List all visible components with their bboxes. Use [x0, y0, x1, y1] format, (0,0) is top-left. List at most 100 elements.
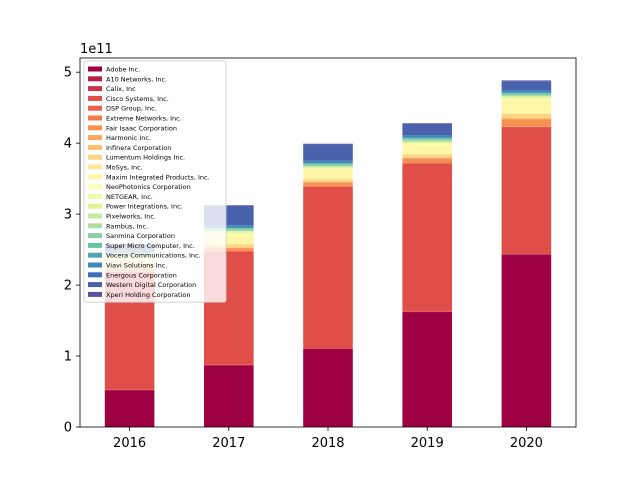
legend-swatch — [88, 164, 102, 170]
bar-segment-2019-11 — [402, 144, 452, 155]
bar-segment-2018-22 — [303, 144, 353, 161]
legend-entry-label: Fair Isaac Corporation — [106, 124, 177, 132]
bar-segment-2020-0 — [501, 254, 552, 427]
legend-entry-label: A10 Networks, Inc. — [106, 75, 167, 83]
x-tick-label: 2017 — [212, 436, 245, 451]
y-axis-offset-label: 1e11 — [80, 42, 113, 57]
bar-segment-2020-19 — [501, 92, 552, 94]
legend-entry-label: Maxim Integrated Products, Inc. — [106, 173, 210, 181]
bar-segment-2017-9 — [204, 244, 254, 248]
legend-swatch — [88, 95, 102, 101]
legend-entry-label: Calix, Inc — [106, 85, 136, 93]
legend-entry-label: Cisco Systems, Inc. — [106, 95, 169, 103]
legend-entry-label: Xperi Holding Corporation — [106, 291, 190, 299]
y-tick-label: 2 — [64, 279, 72, 294]
legend-entry-label: Sanmina Corporation — [106, 232, 175, 240]
legend-swatch — [88, 203, 102, 209]
legend-swatch — [88, 86, 102, 92]
bar-segment-2018-11 — [303, 169, 353, 180]
legend-swatch — [88, 213, 102, 219]
bar-segment-2017-8 — [204, 247, 254, 248]
legend-entry-label: Infinera Corporation — [106, 144, 171, 152]
bar-segment-2018-23 — [303, 143, 353, 145]
legend: Adobe Inc.A10 Networks, Inc. Calix, Inc Ci… — [83, 60, 227, 303]
bars-layer — [104, 80, 552, 427]
bar-segment-2018-20 — [303, 160, 353, 164]
bar-segment-2020-23 — [501, 80, 552, 82]
bar-segment-2020-20 — [501, 90, 552, 93]
bar-segment-2018-13 — [303, 168, 353, 170]
legend-entry-label: DSP Group, Inc. — [106, 105, 157, 113]
x-tick-label: 2016 — [113, 436, 146, 451]
y-tick-label: 0 — [64, 421, 72, 436]
bar-segment-2017-17 — [204, 228, 254, 231]
bar-segment-2018-17 — [303, 164, 353, 166]
legend-swatch — [88, 252, 102, 258]
legend-box — [83, 60, 227, 303]
bar-segment-2020-3 — [501, 127, 552, 255]
legend-swatch — [88, 154, 102, 160]
legend-swatch — [88, 262, 102, 268]
bar-segment-2018-3 — [303, 186, 353, 349]
legend-entry-label: NETGEAR, Inc. — [106, 193, 153, 201]
bar-segment-2020-11 — [501, 99, 552, 114]
bar-segment-2020-17 — [501, 93, 552, 96]
y-axis: 0 1 2 3 4 5 — [64, 66, 80, 436]
x-tick-label: 2018 — [311, 436, 344, 451]
legend-entry-label: Energous Corporation — [106, 271, 177, 279]
legend-entry-label: Extreme Networks, Inc. — [106, 115, 182, 123]
y-tick-label: 5 — [64, 66, 72, 81]
bar-segment-2020-18 — [501, 93, 552, 94]
bar-segment-2017-18 — [204, 228, 254, 229]
legend-entry-label: MoSys, Inc. — [106, 164, 143, 172]
bar-segment-2019-14 — [402, 141, 452, 144]
bar-segment-2020-16 — [501, 95, 552, 97]
legend-swatch — [88, 282, 102, 288]
bar-segment-2019-0 — [402, 312, 452, 427]
legend-entry-label: Viavi Solutions Inc. — [106, 262, 167, 270]
legend-swatch — [88, 291, 102, 297]
y-tick-label: 1 — [64, 350, 72, 365]
bar-segment-2017-11 — [204, 234, 254, 245]
bar-segment-2020-22 — [501, 81, 552, 91]
legend-entry-label: Super Micro Computer, Inc. — [106, 242, 195, 250]
bar-segment-2018-16 — [303, 165, 353, 167]
bar-segment-2017-19 — [204, 227, 254, 229]
bar-segment-2019-8 — [402, 157, 452, 158]
bar-segment-2019-20 — [402, 135, 452, 138]
bar-segment-2020-6 — [501, 119, 552, 127]
legend-entry-label: Western Digital Corporation — [106, 281, 196, 289]
bar-segment-2018-9 — [303, 179, 353, 182]
bar-segment-2017-13 — [204, 232, 254, 234]
bar-segment-2017-23 — [204, 205, 254, 206]
legend-swatch — [88, 184, 102, 190]
legend-entry-label: Pixelworks, Inc. — [106, 213, 156, 221]
bar-segment-2018-8 — [303, 181, 353, 182]
legend-entry-label: Harmonic Inc. — [106, 134, 151, 142]
legend-swatch — [88, 223, 102, 229]
bar-segment-2018-6 — [303, 182, 353, 186]
bar-segment-2018-5 — [303, 185, 353, 187]
legend-entry-label: Power Integrations, Inc. — [106, 203, 183, 211]
bar-segment-2019-17 — [402, 138, 452, 141]
bar-segment-2019-6 — [402, 158, 452, 163]
legend-entry-label: Lumentum Holdings Inc. — [106, 154, 185, 162]
bar-segment-2019-3 — [402, 163, 452, 312]
bar-segment-2018-0 — [303, 348, 353, 427]
legend-swatch — [88, 135, 102, 141]
legend-swatch — [88, 125, 102, 131]
x-axis: 2016 2017 2018 2019 2020 — [113, 427, 543, 451]
bar-segment-2020-8 — [501, 117, 552, 119]
legend-swatch — [88, 233, 102, 239]
legend-swatch — [88, 115, 102, 121]
bar-segment-2019-5 — [402, 162, 452, 164]
legend-swatch — [88, 193, 102, 199]
legend-swatch — [88, 66, 102, 72]
bar-segment-2020-14 — [501, 96, 552, 99]
bar-segment-2018-18 — [303, 163, 353, 165]
bar-segment-2017-0 — [204, 365, 254, 427]
bar-segment-2017-14 — [204, 231, 254, 233]
bar-segment-2019-13 — [402, 143, 452, 145]
